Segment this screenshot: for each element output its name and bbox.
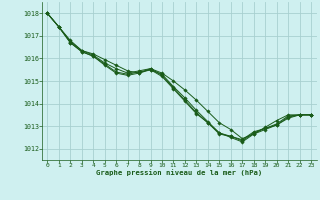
X-axis label: Graphe pression niveau de la mer (hPa): Graphe pression niveau de la mer (hPa) — [96, 169, 262, 176]
